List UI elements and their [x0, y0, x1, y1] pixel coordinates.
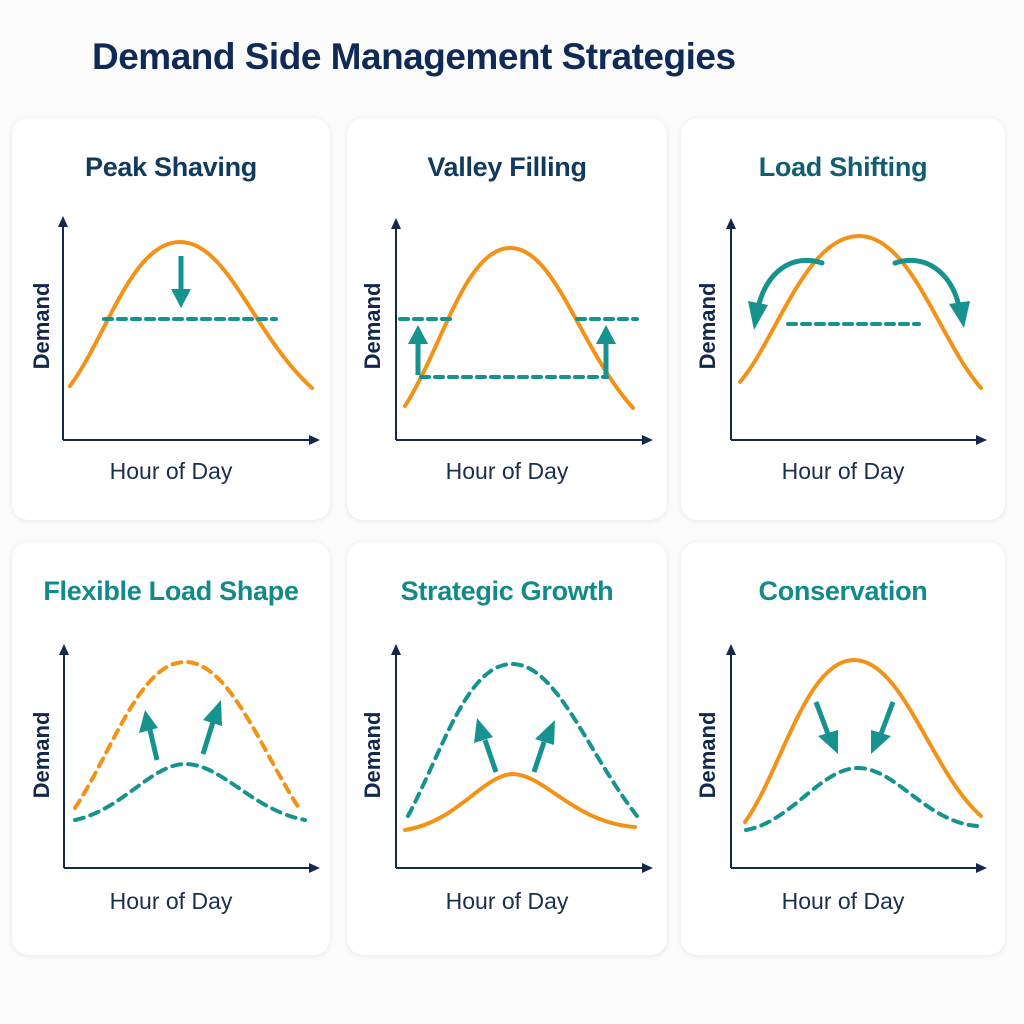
curved-arrow-right-icon	[892, 257, 970, 328]
card-peak-shaving: Peak Shaving Demand Hour of Day	[12, 118, 330, 520]
curved-arrow-left-icon	[748, 257, 825, 330]
demand-curve	[68, 239, 314, 390]
conserved-curve-lower	[744, 765, 979, 832]
card-title: Flexible Load Shape	[43, 576, 299, 606]
card-title: Load Shifting	[758, 152, 928, 182]
conservation-plot	[726, 644, 987, 873]
up-arrow-icon	[531, 720, 555, 773]
card-title: Strategic Growth	[400, 576, 614, 606]
growth-curve-upper	[406, 661, 639, 818]
axes	[391, 644, 653, 873]
valley-filling-plot	[391, 218, 653, 445]
page-title: Demand Side Management Strategies	[92, 36, 736, 77]
card-strategic-growth: Strategic Growth Demand Hour of Day	[347, 542, 667, 955]
baseline-curve-lower	[73, 761, 307, 822]
axes	[59, 644, 320, 873]
flexible-curve-upper	[73, 659, 301, 810]
down-arrow-icon	[171, 256, 191, 308]
card-title: Peak Shaving	[85, 152, 257, 182]
baseline-curve-lower	[403, 771, 637, 832]
axes	[391, 218, 653, 445]
up-arrow-icon	[200, 700, 222, 755]
card-valley-filling: Valley Filling Demand Hour of Day	[347, 118, 667, 520]
card-title: Conservation	[758, 576, 928, 606]
up-arrow-icon	[474, 718, 499, 773]
demand-curve	[403, 245, 635, 410]
card-conservation: Conservation Demand Hour of Day	[681, 542, 1005, 955]
baseline-curve-upper	[743, 657, 983, 824]
up-arrow-icon	[596, 325, 616, 375]
x-axis-label: Hour of Day	[445, 458, 569, 484]
x-axis-label: Hour of Day	[109, 458, 233, 484]
flexible-load-shape-plot	[59, 644, 320, 873]
up-arrow-icon	[139, 710, 160, 761]
x-axis-label: Hour of Day	[781, 458, 905, 484]
card-flexible-load-shape: Flexible Load Shape Demand Hour of Day	[12, 542, 330, 955]
axes	[58, 216, 320, 445]
x-axis-label: Hour of Day	[109, 888, 233, 914]
x-axis-label: Hour of Day	[781, 888, 905, 914]
axes	[726, 644, 987, 873]
load-shifting-plot	[726, 218, 987, 445]
axes	[726, 218, 987, 445]
down-arrow-icon	[871, 701, 896, 754]
up-arrow-icon	[408, 325, 428, 375]
card-load-shifting: Load Shifting Demand Hour of Day	[681, 118, 1005, 520]
x-axis-label: Hour of Day	[445, 888, 569, 914]
card-title: Valley Filling	[427, 152, 587, 182]
down-arrow-icon	[813, 701, 838, 754]
demand-curve	[738, 233, 983, 390]
peak-shaving-plot	[58, 216, 320, 445]
strategic-growth-plot	[391, 644, 653, 873]
